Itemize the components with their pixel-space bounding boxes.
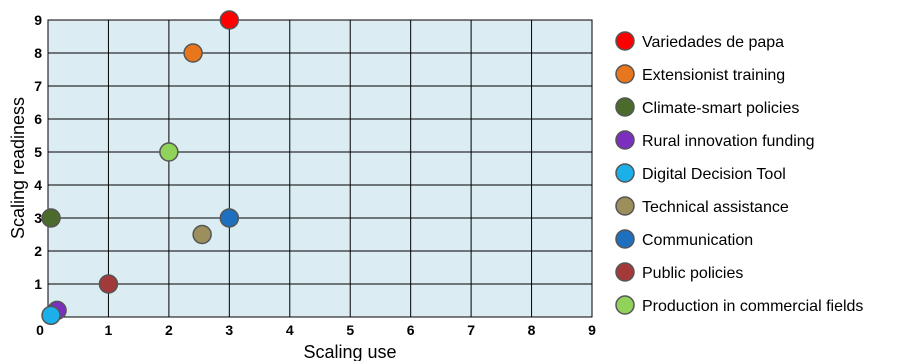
x-tick-labels: 0 1 2 3 4 5 6 7 8 9 [36, 322, 596, 338]
x-tick-label: 7 [467, 322, 475, 338]
legend-label: Variedades de papa [642, 34, 784, 51]
legend: Variedades de papa Extensionist training C… [615, 31, 863, 315]
data-point [192, 224, 212, 245]
x-tick-label: 9 [588, 322, 596, 338]
data-point [183, 43, 203, 63]
legend-label: Communication [642, 232, 753, 249]
x-tick-label: 6 [407, 322, 415, 338]
legend-label: Extensionist training [642, 67, 785, 84]
y-tick-label: 5 [34, 144, 42, 160]
legend-marker [615, 262, 635, 282]
data-point [41, 305, 61, 326]
x-tick-label: 1 [105, 322, 113, 338]
legend-label: Climate-smart policies [642, 100, 799, 117]
data-point [41, 208, 61, 228]
legend-marker [615, 31, 635, 51]
legend-label: Rural innovation funding [642, 133, 815, 150]
data-point [219, 208, 240, 228]
data-point [159, 142, 179, 162]
legend-marker [615, 196, 635, 216]
y-axis-title: Scaling readiness [8, 97, 28, 239]
x-tick-label: 8 [528, 322, 536, 338]
legend-marker [615, 64, 635, 84]
y-tick-labels: 1 2 3 4 5 6 7 8 9 [34, 12, 42, 292]
x-tick-label: 4 [286, 322, 294, 338]
legend-marker [615, 130, 635, 150]
plot-area [47, 19, 593, 318]
x-tick-label: 0 [36, 322, 44, 338]
legend-label: Digital Decision Tool [642, 166, 786, 183]
x-tick-label: 5 [346, 322, 354, 338]
y-tick-label: 1 [34, 276, 42, 292]
data-points [41, 10, 240, 326]
y-tick-label: 2 [34, 243, 42, 259]
y-tick-label: 9 [34, 12, 42, 28]
legend-label: Technical assistance [642, 199, 789, 216]
x-tick-label: 2 [165, 322, 173, 338]
x-tick-label: 3 [225, 322, 233, 338]
legend-marker [615, 97, 635, 117]
data-point [98, 274, 119, 294]
gridlines [48, 19, 593, 317]
legend-label: Public policies [642, 265, 743, 282]
y-tick-label: 8 [34, 45, 42, 61]
data-point [219, 10, 240, 30]
x-axis-title: Scaling use [303, 342, 396, 361]
y-tick-label: 6 [34, 111, 42, 127]
y-tick-label: 3 [34, 210, 42, 226]
legend-marker [615, 229, 635, 249]
legend-marker [615, 163, 635, 183]
legend-marker [615, 295, 635, 315]
y-tick-label: 4 [34, 177, 42, 193]
legend-label: Production in commercial fields [642, 298, 863, 315]
y-tick-label: 7 [34, 78, 42, 94]
